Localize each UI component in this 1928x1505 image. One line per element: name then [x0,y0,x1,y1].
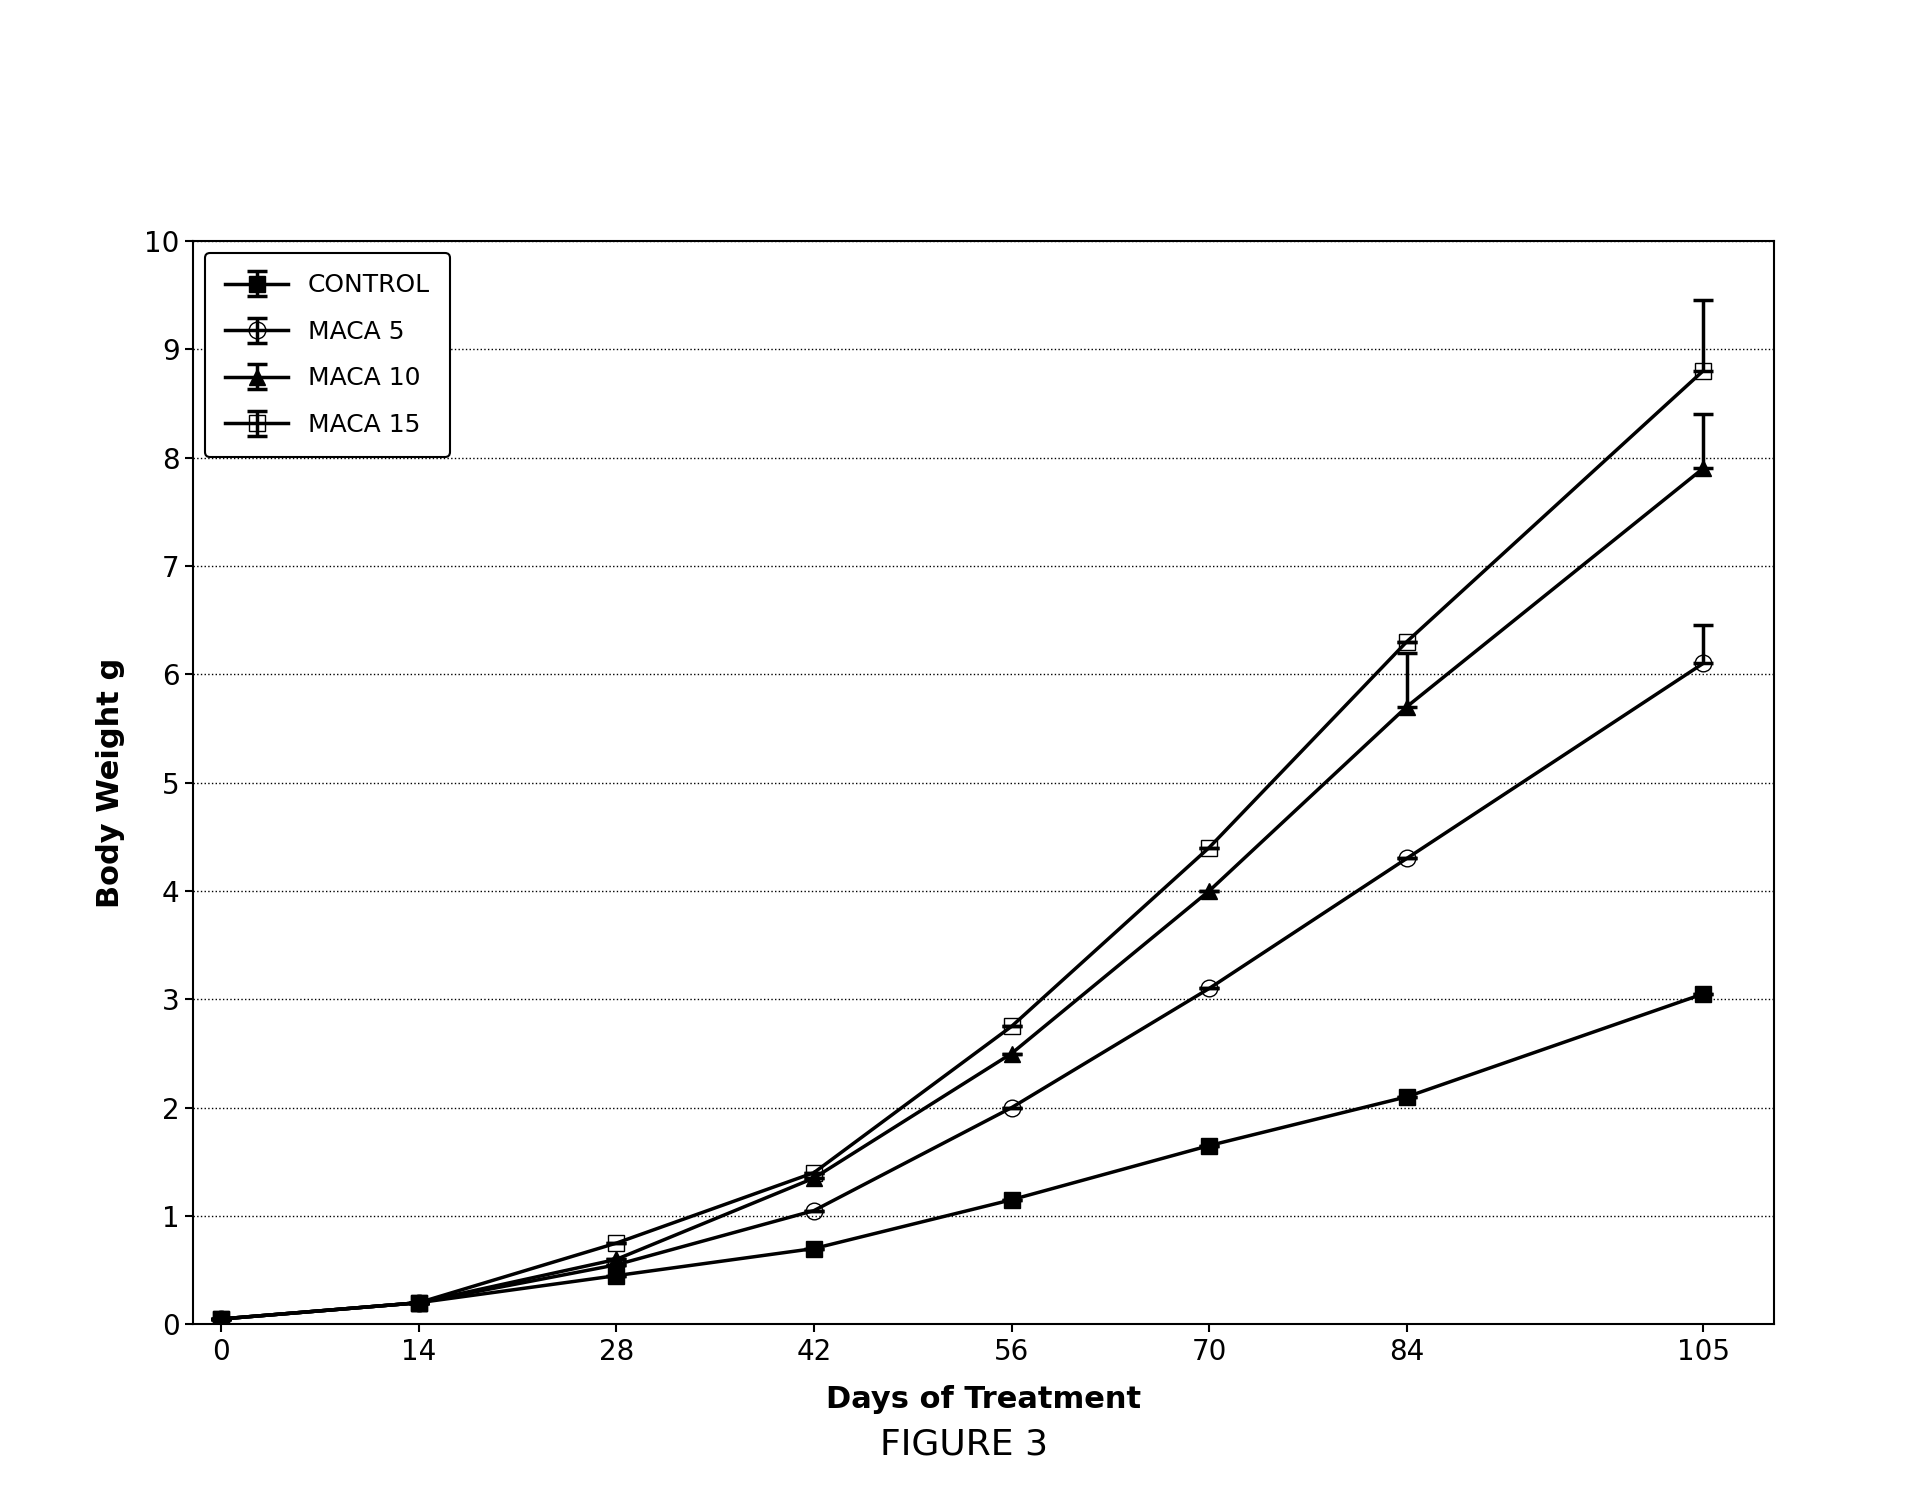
Text: FIGURE 3: FIGURE 3 [879,1428,1049,1461]
Legend: CONTROL, MACA 5, MACA 10, MACA 15: CONTROL, MACA 5, MACA 10, MACA 15 [204,253,449,458]
X-axis label: Days of Treatment: Days of Treatment [825,1385,1141,1415]
Y-axis label: Body Weight g: Body Weight g [96,658,125,908]
